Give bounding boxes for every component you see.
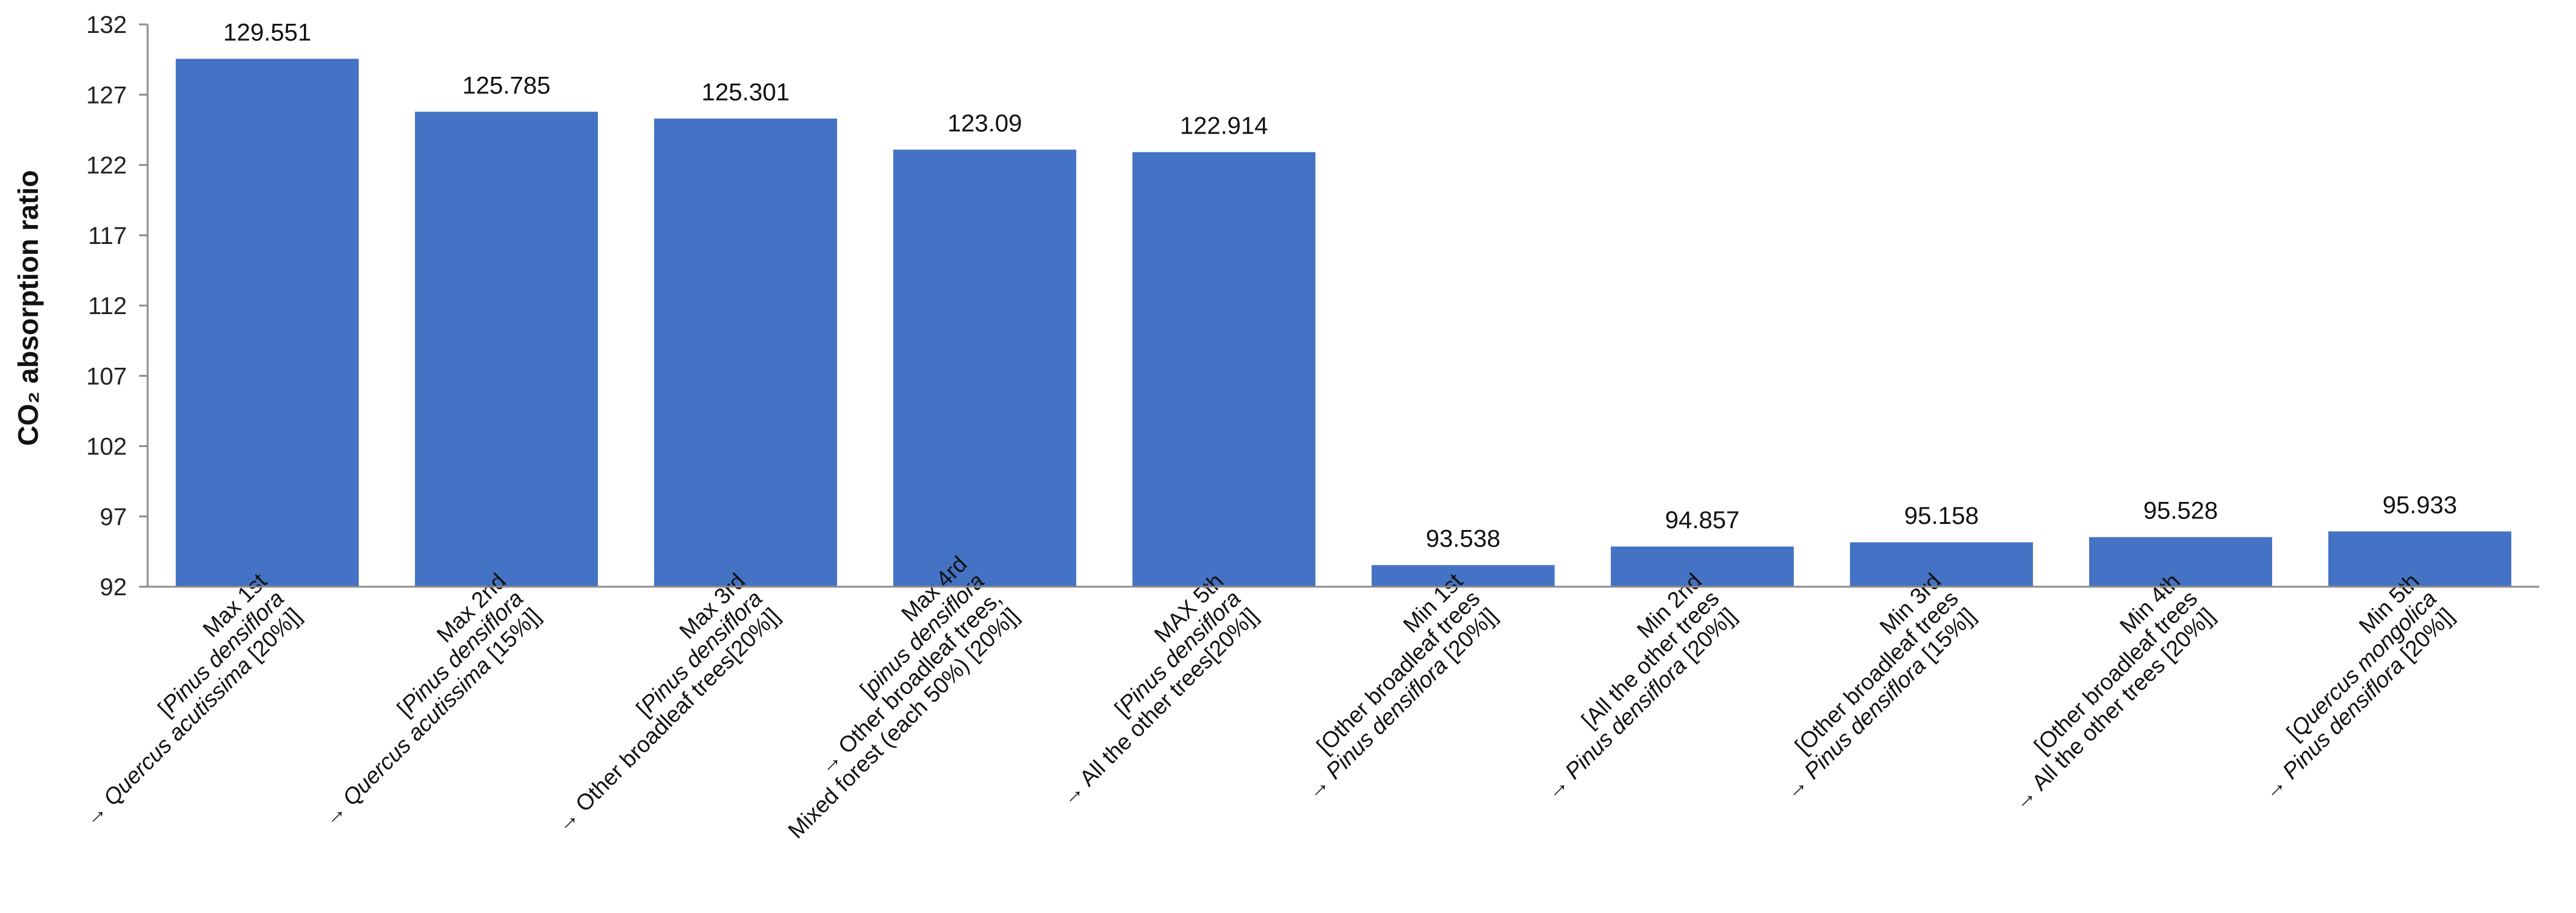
bar <box>176 59 359 587</box>
x-tick-label: Min 5th[Quercus mongolica→ Pinus densifl… <box>2258 568 2459 804</box>
x-tick-label-line: [Other broadleaf trees <box>1312 585 1484 758</box>
x-tick-label-line: → Other broadleaf trees[20%]] <box>550 603 785 837</box>
x-tick-label: MAX 5th[Pinus densiflora→ All the other … <box>1055 568 1262 811</box>
x-tick-label: Min 2nd[All the other trees→ Pinus densi… <box>1540 568 1741 804</box>
bar <box>893 149 1076 587</box>
data-label: 123.09 <box>948 110 1022 137</box>
y-axis-label: CO₂ absorption ratio <box>12 170 44 446</box>
y-axis-ticks: 92 97 102 107 112 117 122 127 132 <box>86 12 148 601</box>
data-label: 122.914 <box>1180 112 1268 139</box>
x-tick-label: Max 1st[Pinus densiflora→ Quercus acutis… <box>78 568 306 831</box>
y-tick-label: 132 <box>86 12 127 38</box>
x-tick-label-line: → Pinus densiflora [20%]] <box>2258 603 2459 804</box>
x-tick-label-line: [Other broadleaf trees <box>2029 585 2202 758</box>
x-tick-label-line: [Other broadleaf trees <box>1790 585 1963 758</box>
data-label: 129.551 <box>223 19 312 46</box>
data-label: 95.158 <box>1904 503 1979 529</box>
x-tick-label-line: → Quercus acutissima [15%]] <box>317 603 545 831</box>
bar <box>654 118 837 587</box>
y-tick-label: 102 <box>86 434 127 460</box>
x-tick-label: Max 2nd[Pinus densiflora→ Quercus acutis… <box>317 568 545 831</box>
y-tick-label: 117 <box>88 223 127 249</box>
x-tick-label-line: → Pinus densiflora [15%]] <box>1779 603 1981 804</box>
bar <box>2089 537 2272 587</box>
x-tick-label: Min 1st[Other broadleaf trees→ Pinus den… <box>1301 568 1502 804</box>
y-axis-label-group: CO₂ absorption ratio <box>12 170 44 446</box>
x-tick-label-line: → Quercus acutissima [20%]] <box>78 603 306 831</box>
bar <box>1850 542 2033 587</box>
y-tick-label: 92 <box>100 574 128 601</box>
x-tick-label-line: → All the other trees [20%]] <box>2007 603 2219 815</box>
bar <box>1611 546 1794 587</box>
data-label: 125.301 <box>702 79 790 106</box>
x-tick-label: Max 4rd[pinus densiflora→ Other broadlea… <box>783 551 1024 843</box>
bar <box>1132 152 1315 587</box>
data-label: 93.538 <box>1426 526 1500 553</box>
x-tick-label-line: → Pinus densiflora [20%]] <box>1301 603 1502 804</box>
x-tick-label: Max 3rd[Pinus densiflora→ Other broadlea… <box>550 568 785 837</box>
y-tick-label: 127 <box>86 82 127 109</box>
x-tick-label: Min 3rd[Other broadleaf trees→ Pinus den… <box>1779 568 1981 804</box>
data-label: 95.528 <box>2143 498 2218 525</box>
x-axis-tick-labels: Max 1st[Pinus densiflora→ Quercus acutis… <box>78 551 2459 843</box>
x-tick-label-line: [Quercus mongolica <box>2282 585 2442 745</box>
bar <box>2328 531 2511 587</box>
bars <box>176 59 2511 587</box>
data-label: 94.857 <box>1665 507 1740 534</box>
x-tick-label: Min 4th[Other broadleaf trees→ All the o… <box>2007 568 2219 815</box>
data-label: 95.933 <box>2383 492 2457 518</box>
y-tick-label: 107 <box>86 363 127 390</box>
data-labels: 129.551 125.785 125.301 123.09 122.914 93.538… <box>223 19 2457 552</box>
data-label: 125.785 <box>462 72 551 99</box>
y-tick-label: 122 <box>86 152 127 179</box>
bar <box>1372 565 1555 587</box>
y-tick-label: 112 <box>88 293 127 320</box>
bar <box>415 112 598 587</box>
y-tick-label: 97 <box>100 504 128 531</box>
